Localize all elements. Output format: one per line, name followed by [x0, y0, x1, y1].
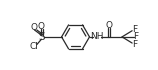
Text: NH: NH [91, 32, 104, 41]
Text: O: O [38, 22, 45, 31]
Text: F: F [132, 40, 137, 49]
Text: F: F [134, 32, 139, 41]
Text: O: O [30, 23, 37, 32]
Text: Cl: Cl [29, 42, 38, 51]
Text: O: O [105, 21, 112, 30]
Text: F: F [132, 25, 137, 34]
Text: S: S [38, 32, 45, 42]
